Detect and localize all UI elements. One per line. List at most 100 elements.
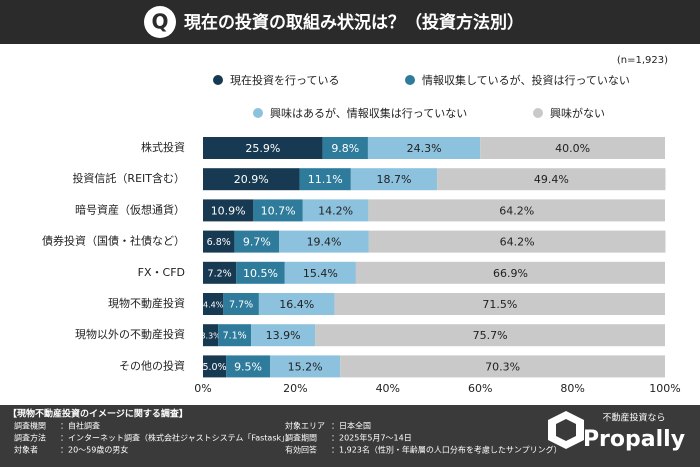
value-label: 3.3% (200, 332, 221, 341)
category-label: 暗号資産（仮想通貨） (75, 202, 185, 216)
bar-segment (218, 324, 252, 347)
footer-label: 有効回答 (285, 445, 317, 455)
bar-segment (251, 324, 316, 347)
x-tick-label: 20% (283, 382, 307, 395)
logo: 不動産投資なら Propally (548, 411, 685, 452)
value-label: 24.3% (407, 142, 442, 155)
footer-label: 調査期間 (285, 433, 317, 443)
bar-segment (368, 230, 666, 253)
x-tick-label: 0% (194, 382, 211, 395)
category-label: 現物不動産投資 (108, 296, 185, 310)
category-label: 現物以外の不動産投資 (75, 327, 185, 341)
bar-segment (203, 355, 227, 378)
badge: Q (151, 10, 168, 34)
legend-label: 興味がない (550, 106, 605, 120)
footer-value: ：日本全国 (331, 421, 371, 431)
footer-label: 対象エリア (285, 421, 325, 431)
bar-segment (368, 199, 665, 222)
bar-segment (315, 324, 665, 347)
value-label: 71.5% (482, 298, 517, 311)
value-label: 49.4% (534, 173, 569, 186)
value-label: 14.2% (318, 204, 353, 217)
bar-segment (203, 261, 237, 284)
value-label: 10.9% (211, 204, 246, 217)
logo-tagline: 不動産投資なら (602, 412, 665, 424)
value-label: 4.4% (203, 301, 224, 310)
bar-segment (279, 230, 369, 253)
bar-segment (236, 261, 285, 284)
category-label: 債券投資（国債・社債など） (42, 234, 185, 248)
footer-value: ：20～59歳の男女 (60, 445, 128, 455)
x-tick-label: 40% (376, 382, 400, 395)
bar-segment (480, 137, 665, 159)
logo-name: Propally (583, 427, 685, 452)
category-label: 投資信託（REIT含む） (72, 171, 185, 185)
bar-segment (203, 293, 224, 315)
value-label: 75.7% (473, 329, 508, 342)
bar-segment (203, 168, 300, 191)
footer-label: 調査方法 (14, 433, 46, 443)
value-label: 11.1% (308, 173, 343, 186)
footer-label: 調査機関 (14, 421, 46, 431)
bar-segment (203, 199, 254, 222)
legend-label: 現在投資を行っている (230, 73, 339, 87)
value-label: 15.2% (288, 360, 323, 373)
logo-icon-inner (556, 419, 576, 441)
category-label: 株式投資 (141, 140, 185, 154)
header-bar (0, 0, 700, 44)
badge-circle (144, 6, 176, 38)
category-label: その他の投資 (119, 358, 185, 372)
value-label: 9.5% (234, 360, 262, 373)
value-label: 7.1% (223, 331, 247, 342)
title: 現在の投資の取組み状況は？（投資方法別） (184, 12, 524, 33)
footer-value: ：1,923名（性別・年齢層の人口分布を考慮したサンプリング） (331, 445, 562, 455)
footer-label: 対象者 (14, 445, 38, 455)
legend-marker (213, 75, 223, 85)
footer-value: ：2025年5月7～14日 (331, 433, 412, 443)
bar-segment (437, 168, 666, 191)
legend-label: 情報収集しているが、投資は行っていない (422, 73, 630, 87)
legend-label: 興味はあるが、情報収集は行っていない (270, 106, 467, 120)
bar-segment (253, 199, 303, 222)
value-label: 64.2% (499, 204, 534, 217)
value-label: 66.9% (493, 267, 528, 280)
x-tick-label: 80% (560, 382, 584, 395)
bar-segment (340, 355, 665, 378)
value-label: 13.9% (266, 329, 301, 342)
bar-segment (203, 324, 219, 347)
value-label: 9.8% (331, 142, 359, 155)
value-label: 70.3% (485, 360, 520, 373)
value-label: 10.5% (243, 267, 278, 280)
value-label: 7.7% (229, 300, 253, 311)
value-label: 16.4% (279, 298, 314, 311)
bar-segment (334, 293, 665, 315)
bar-segment (223, 293, 259, 315)
value-label: 6.8% (207, 237, 231, 248)
value-label: 7.2% (208, 268, 232, 279)
x-tick-label: 100% (649, 382, 680, 395)
bar-segment (226, 355, 270, 378)
bar-segment (299, 168, 351, 191)
x-tick-label: 60% (468, 382, 492, 395)
bar-segment (350, 168, 438, 191)
value-label: 25.9% (245, 142, 280, 155)
bar-segment (258, 293, 335, 315)
legend-marker (405, 75, 415, 85)
footer-value: ：インターネット調査（株式会社ジャストシステム「Fastask」） (60, 433, 293, 443)
bar-segment (367, 137, 481, 159)
bar-segment (302, 199, 369, 222)
value-label: 9.7% (243, 236, 271, 249)
sample-note: (n=1,923) (617, 55, 668, 66)
legend-marker (253, 108, 263, 118)
value-label: 5.0% (202, 362, 226, 373)
footer-title: 【現物不動産投資のイメージに関する調査】 (8, 408, 188, 420)
value-label: 19.4% (307, 236, 342, 249)
bar-segment (284, 261, 356, 284)
bar-segment (203, 230, 235, 253)
value-label: 15.4% (303, 267, 338, 280)
bar-segment (234, 230, 280, 253)
value-label: 40.0% (555, 142, 590, 155)
bar-segment (322, 137, 368, 159)
footer-value: ：自社調査 (60, 421, 100, 431)
